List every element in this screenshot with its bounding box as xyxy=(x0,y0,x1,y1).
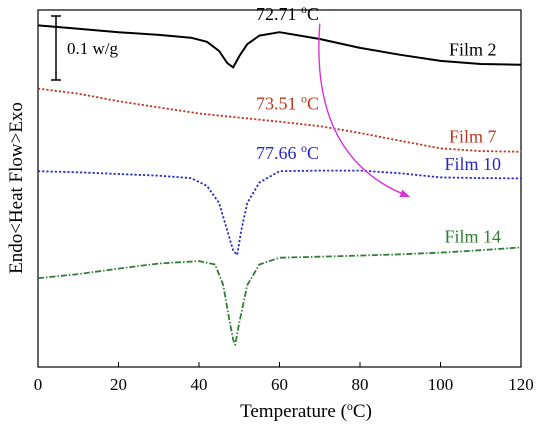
x-tick-label-20: 20 xyxy=(110,375,127,394)
plot-frame xyxy=(37,9,522,368)
x-tick-label-120: 120 xyxy=(508,375,534,394)
x-tick-label-60: 60 xyxy=(271,375,288,394)
scale-bar-label: 0.1 w/g xyxy=(67,39,119,58)
x-axis-title: Temperature (oC) xyxy=(240,399,372,422)
series-line-film-10 xyxy=(37,169,522,256)
x-tick-label-100: 100 xyxy=(428,375,454,394)
series-line-film-2 xyxy=(37,24,522,69)
series-layer xyxy=(37,24,522,346)
peak-label-film-7: 73.51 oC xyxy=(256,92,319,114)
series-name-film-7: Film 7 xyxy=(449,127,497,147)
x-axis: 0 20 40 60 80 100 120 xyxy=(34,362,534,394)
annotation-layer: Film 2 72.71 oC Film 7 73.51 oC Film 10 77.66… xyxy=(256,2,501,246)
x-tick-label-0: 0 xyxy=(34,375,43,394)
series-name-film-2: Film 2 xyxy=(449,39,497,59)
y-axis-title: Endo<Heat Flow>Exo xyxy=(6,102,27,274)
x-tick-label-80: 80 xyxy=(352,375,369,394)
series-line-film-14 xyxy=(37,246,522,346)
scale-bar: 0.1 w/g xyxy=(51,15,119,81)
series-name-film-14: Film 14 xyxy=(444,227,501,247)
peak-label-film-2: 72.71 oC xyxy=(256,2,319,24)
x-tick-label-40: 40 xyxy=(191,375,208,394)
series-line-film-7 xyxy=(37,87,522,153)
series-name-film-10: Film 10 xyxy=(444,154,501,174)
trend-arrow xyxy=(318,23,411,198)
peak-label-film-10: 77.66 oC xyxy=(256,141,319,163)
